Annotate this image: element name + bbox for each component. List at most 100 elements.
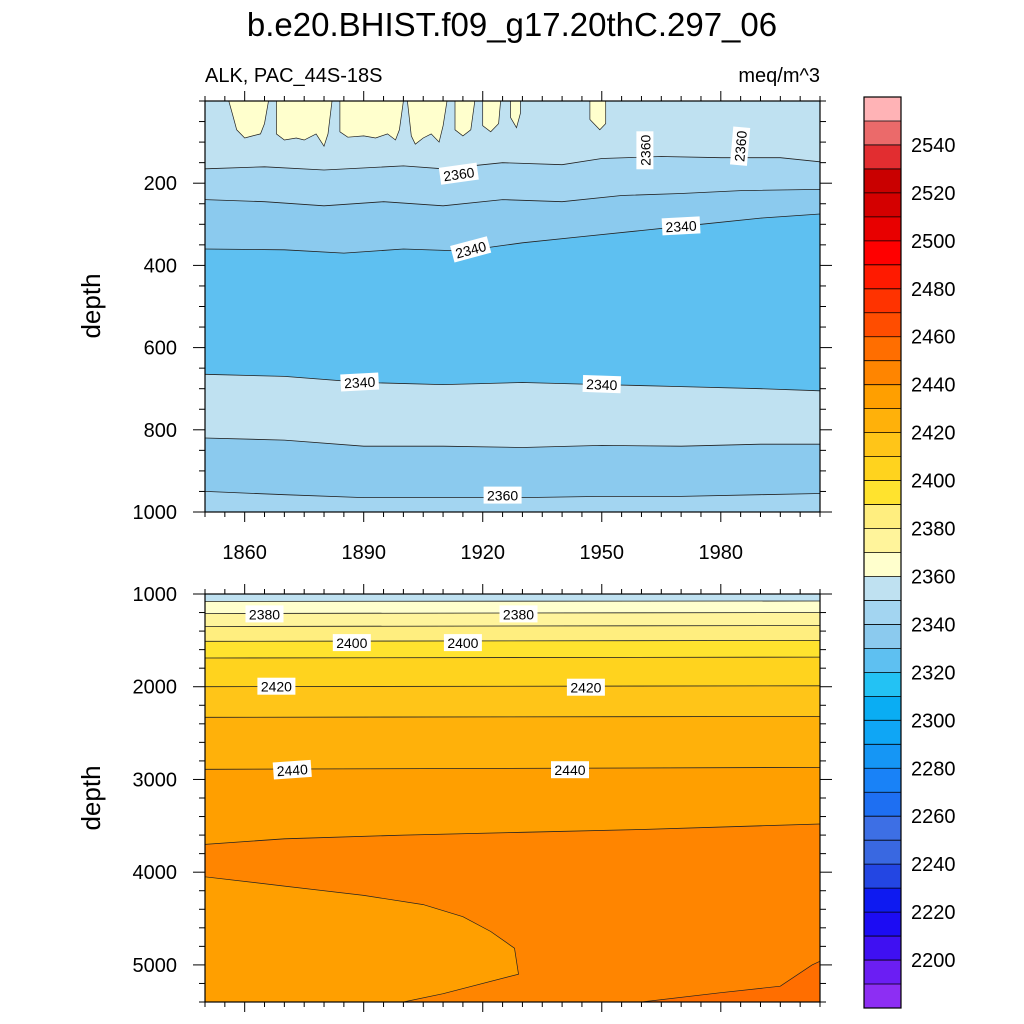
contour-label-text: 2340: [344, 374, 376, 392]
contour-label-text: 2360: [637, 135, 653, 166]
contour-label-text: 2360: [487, 488, 518, 504]
variable-region-label: ALK, PAC_44S-18S: [205, 65, 383, 87]
colorbar-swatch: [864, 360, 901, 385]
contour-label-bg: [582, 374, 622, 394]
y-tick-label: 4000: [133, 862, 178, 884]
colorbar-swatch: [864, 576, 901, 601]
contour-label: 2400: [443, 634, 482, 652]
colorbar-swatch: [864, 720, 901, 745]
colorbar-swatch: [864, 288, 901, 314]
contour-region-2370-2380: [589, 101, 607, 131]
colorbar-label: 2220: [911, 902, 956, 924]
colorbar-label: 2480: [911, 279, 956, 301]
colorbar-label: 2440: [911, 375, 956, 397]
contour-line: [205, 625, 820, 627]
contour-label: 2420: [257, 677, 296, 695]
colorbar-label: 2520: [911, 183, 956, 205]
colorbar-swatch: [864, 768, 901, 793]
contour-region-2440-2450: [205, 876, 519, 1002]
colorbar-swatch: [864, 432, 901, 457]
y-tick-label: 200: [144, 173, 177, 195]
contour-region-2370-2380: [454, 101, 476, 137]
x-tick-label: 1860: [222, 542, 267, 564]
contour-label-text: 2420: [570, 680, 601, 696]
contour-label-text: 2400: [336, 635, 367, 651]
y-tick-label: 800: [144, 420, 177, 442]
contour-label-text: 2340: [586, 376, 618, 393]
contour-region-2370-2380: [339, 101, 404, 141]
contour-label-text: 2340: [454, 238, 488, 262]
colorbar: 2200 2220 2240 2260 2280 2300 2320 2340 2360 2380…: [863, 96, 956, 1009]
contour-label: 2360: [438, 162, 479, 185]
colorbar-label: 2260: [911, 806, 956, 828]
contour-label: 2360: [483, 486, 522, 504]
contour-label-bg: [438, 162, 479, 185]
plot-area: [205, 101, 820, 512]
colorbar-swatch: [864, 960, 901, 985]
contour-label: 2340: [340, 372, 380, 392]
contour-label-text: 2360: [731, 130, 750, 163]
colorbar-swatch: [864, 312, 901, 338]
contour-line: [205, 656, 820, 659]
colorbar-label: 2300: [911, 710, 956, 732]
contour-label-text: 2400: [447, 635, 478, 651]
colorbar-swatch: [864, 408, 901, 433]
colorbar-swatch: [864, 936, 901, 961]
contour-label-bg: [499, 605, 538, 623]
contour-region-2370-2380: [276, 101, 333, 148]
contour-band-2340-2350: [205, 438, 820, 512]
colorbar-swatch: [864, 264, 901, 290]
colorbar-swatch: [864, 816, 901, 841]
contour-label-bg: [483, 486, 522, 504]
colorbar-swatch: [864, 672, 901, 697]
contour-region-2370-2380: [482, 101, 501, 133]
contour-line: [205, 373, 820, 392]
contour-line: [205, 685, 820, 688]
contour-band-2360-2370: [205, 594, 820, 602]
contour-label-text: 2380: [249, 606, 280, 622]
x-tick-label: 1920: [460, 542, 505, 564]
contour-label-bg: [332, 634, 371, 652]
colorbar-swatch: [864, 480, 901, 505]
contour-label-text: 2340: [665, 218, 697, 236]
contour-line: [205, 491, 820, 499]
colorbar-swatch: [864, 192, 901, 218]
contour-label-bg: [661, 216, 701, 236]
colorbar-swatch: [864, 456, 901, 481]
contour-label: 2400: [332, 634, 371, 652]
x-tick-label: 1950: [580, 542, 625, 564]
contour-label: 2440: [551, 761, 589, 779]
contour-label: 2380: [499, 605, 538, 623]
contour-label: 2440: [272, 759, 312, 780]
contour-label: 2340: [582, 374, 622, 394]
contour-label-text: 2360: [442, 164, 475, 184]
contour-line: [205, 640, 820, 642]
colorbar-label: 2400: [911, 471, 956, 493]
upper-panel: 200 400 600 800 1000 1860 1890 1920 1950 1980 2360…: [133, 91, 832, 564]
y-tick-label: 1000: [133, 584, 178, 606]
contour-label: 2420: [566, 678, 605, 696]
contour-label-text: 2440: [554, 762, 585, 778]
x-tick-label: 1890: [341, 542, 386, 564]
contour-label-text: 2380: [503, 606, 534, 622]
contour-label: 2340: [661, 216, 701, 236]
colorbar-label: 2340: [911, 614, 956, 636]
colorbar-frame: [863, 96, 902, 1009]
colorbar-swatch: [864, 624, 901, 649]
colorbar-label: 2320: [911, 662, 956, 684]
contour-label: 2360: [636, 131, 654, 170]
colorbar-label: 2280: [911, 758, 956, 780]
colorbar-swatch: [864, 696, 901, 721]
contour-line: [205, 437, 820, 448]
contour-region-2370-2380: [510, 101, 521, 129]
colorbar-swatch: [864, 744, 901, 769]
colorbar-swatch: [864, 864, 901, 889]
colorbar-swatch: [864, 984, 901, 1009]
colorbar-swatch: [864, 336, 901, 362]
contour-label-bg: [450, 236, 492, 263]
colorbar-swatch: [864, 97, 901, 122]
lower-panel: 1000 2000 3000 4000 5000 2380 2380 2400 2400 2420…: [133, 584, 832, 1012]
colorbar-label: 2420: [911, 423, 956, 445]
colorbar-swatch: [864, 792, 901, 817]
